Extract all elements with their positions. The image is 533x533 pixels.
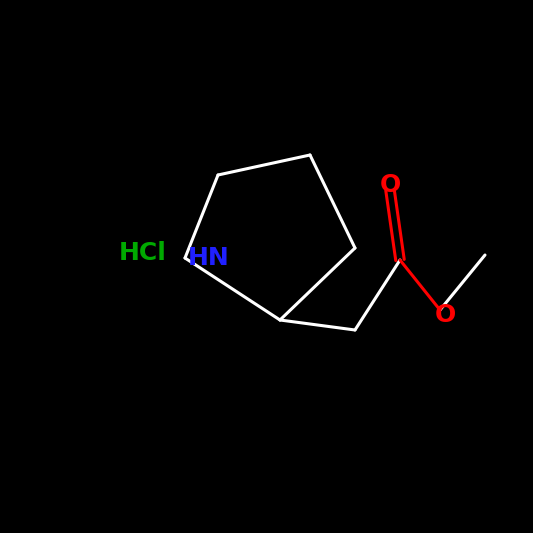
Text: O: O	[435, 303, 456, 327]
Text: O: O	[379, 173, 401, 197]
Text: HN: HN	[188, 246, 229, 270]
Text: HCl: HCl	[118, 241, 166, 265]
